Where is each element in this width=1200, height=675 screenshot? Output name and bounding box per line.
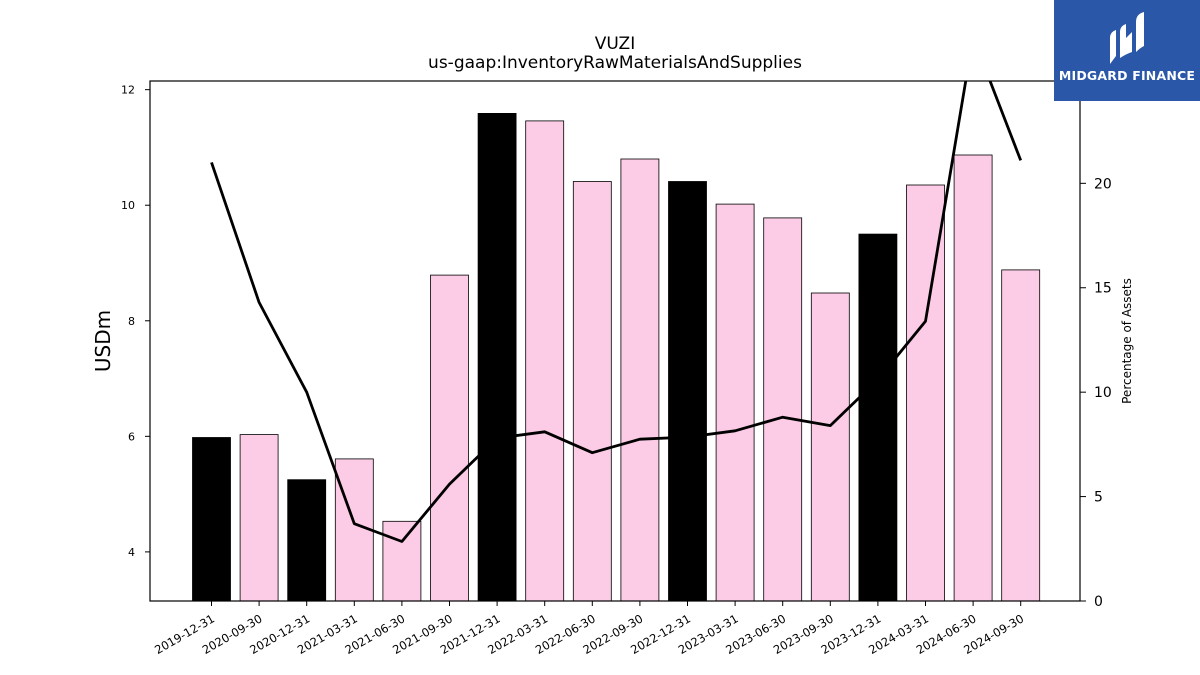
y-axis-left: 4 6 8 10 12 (121, 84, 150, 559)
bar (239, 434, 279, 602)
y-tick-label: 4 (128, 546, 135, 559)
bar (192, 437, 231, 602)
bar (1001, 269, 1041, 602)
bar (715, 203, 755, 602)
bar (906, 184, 945, 602)
percentage-line (210, 81, 1023, 543)
y-axis-label: USDm (91, 310, 115, 372)
bar (953, 154, 993, 602)
bar (858, 233, 898, 602)
y-tick-label: 12 (121, 84, 135, 97)
bar (287, 479, 327, 602)
midgard-logo-icon (1110, 12, 1144, 64)
y-tick-label: 10 (121, 199, 135, 212)
bar (620, 158, 660, 602)
bar (334, 458, 374, 602)
brand-logo-text: MIDGARD FINANCE (1058, 68, 1196, 83)
y2-tick-label: 5 (1094, 490, 1103, 506)
y2-tick-label: 0 (1094, 594, 1103, 610)
bar (668, 181, 707, 602)
y-tick-label: 6 (128, 430, 135, 443)
y2-tick-label: 20 (1094, 176, 1112, 192)
plot-frame (149, 80, 1081, 602)
y-axis-right: 0 5 10 15 20 (1080, 176, 1112, 610)
brand-logo: MIDGARD FINANCE (1054, 0, 1200, 101)
bar (382, 520, 422, 602)
chart-subtitle: us-gaap:InventoryRawMaterialsAndSupplies (428, 53, 802, 73)
bar (525, 120, 565, 602)
y2-tick-label: 15 (1094, 281, 1112, 297)
bar (763, 217, 803, 602)
chart-title: VUZI (595, 34, 635, 54)
y2-axis-label: Percentage of Assets (1120, 278, 1134, 404)
bar (430, 274, 469, 602)
y2-tick-label: 10 (1094, 385, 1112, 401)
bar (572, 181, 612, 602)
bar (477, 113, 517, 602)
line-series-group (210, 81, 1023, 543)
y-tick-label: 8 (128, 315, 135, 328)
bar (810, 292, 850, 602)
x-axis: 2019-12-312020-09-302020-12-312021-03-31… (152, 601, 1026, 657)
bar-group (192, 113, 1041, 602)
